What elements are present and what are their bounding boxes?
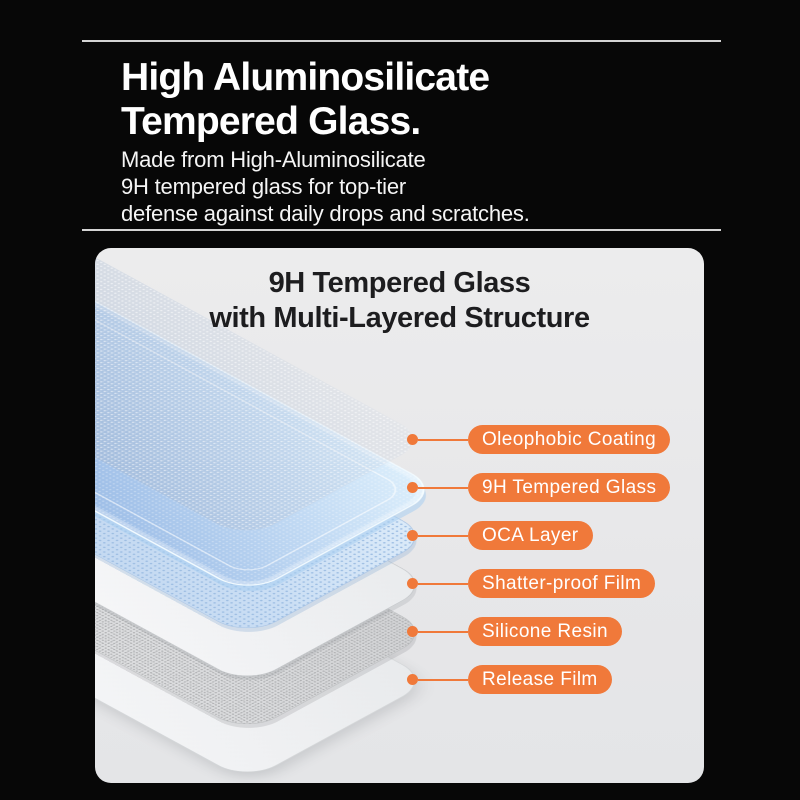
headline: High Aluminosilicate Tempered Glass. [121, 56, 490, 144]
callout-dot-icon [407, 482, 418, 493]
panel-title-line-2: with Multi-Layered Structure [209, 302, 590, 334]
callout-leader-line [418, 486, 468, 489]
subheadline: Made from High-Aluminosilicate 9H temper… [121, 146, 530, 227]
callout-label: Shatter-proof Film [482, 572, 642, 594]
callout-dot-icon [407, 434, 418, 445]
callout-oca-layer: OCA Layer [407, 521, 593, 550]
callout-9h-tempered-glass: 9H Tempered Glass [407, 473, 671, 502]
callout-pill: Release Film [468, 665, 612, 694]
callout-leader-line [418, 534, 468, 537]
callout-silicone-resin: Silicone Resin [407, 617, 622, 646]
header-top-divider [82, 40, 721, 42]
subheadline-line-1: Made from High-Aluminosilicate [121, 147, 426, 172]
callout-dot-icon [407, 626, 418, 637]
callout-label: Release Film [482, 668, 598, 690]
callout-dot-icon [407, 578, 418, 589]
subheadline-line-2: 9H tempered glass for top-tier [121, 174, 407, 199]
callout-pill: Silicone Resin [468, 617, 622, 646]
callout-label: Silicone Resin [482, 620, 608, 642]
callout-leader-line [418, 678, 468, 681]
callout-dot-icon [407, 530, 418, 541]
headline-line-2: Tempered Glass. [121, 100, 421, 143]
info-panel: 9H Tempered Glass with Multi-Layered Str… [95, 248, 704, 783]
callout-pill: Oleophobic Coating [468, 425, 671, 454]
callout-leader-line [418, 630, 468, 633]
callout-shatter-proof-film: Shatter-proof Film [407, 569, 656, 598]
panel-title-line-1: 9H Tempered Glass [268, 267, 531, 299]
callout-oleophobic-coating: Oleophobic Coating [407, 425, 671, 454]
callout-label: 9H Tempered Glass [482, 476, 657, 498]
callout-pill: OCA Layer [468, 521, 593, 550]
panel-title: 9H Tempered Glass with Multi-Layered Str… [95, 266, 704, 336]
callout-pill: Shatter-proof Film [468, 569, 656, 598]
headline-line-1: High Aluminosilicate [121, 56, 490, 99]
callout-label: Oleophobic Coating [482, 428, 657, 450]
callout-release-film: Release Film [407, 665, 612, 694]
header-bottom-divider [82, 229, 721, 231]
subheadline-line-3: defense against daily drops and scratche… [121, 201, 530, 226]
callout-dot-icon [407, 674, 418, 685]
callout-pill: 9H Tempered Glass [468, 473, 671, 502]
callout-label: OCA Layer [482, 524, 579, 546]
callout-leader-line [418, 438, 468, 441]
callout-leader-line [418, 582, 468, 585]
